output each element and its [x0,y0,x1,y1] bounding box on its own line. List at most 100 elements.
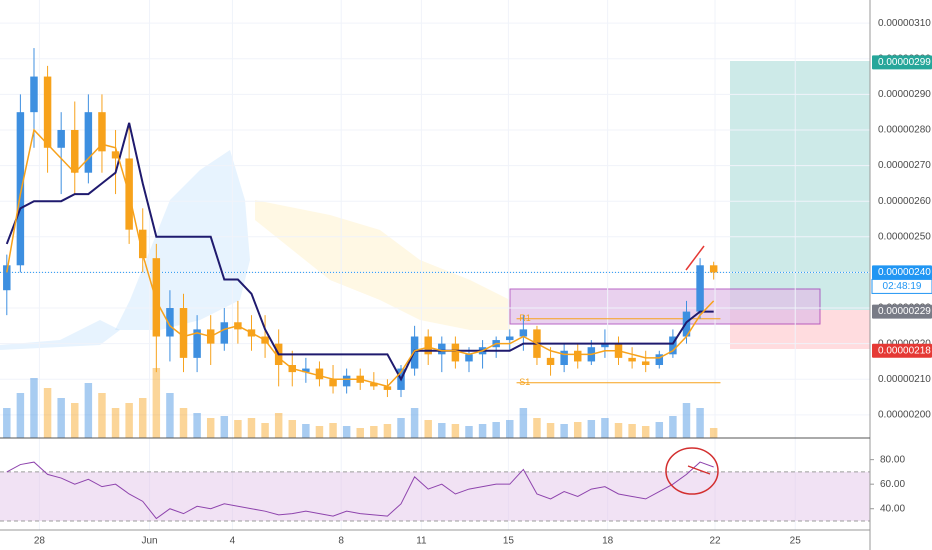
volume-bar [261,423,269,438]
highlight-circle [665,447,719,495]
candle-body [84,112,93,173]
volume-bar [71,403,79,438]
volume-bar [342,426,351,438]
indicator-line [6,128,715,388]
candle-body [3,265,11,291]
volume-bar [125,403,133,438]
cloud [0,320,120,350]
volume-bar [274,413,283,438]
candle-body [152,258,161,337]
volume-bar [478,424,487,438]
divergence-line [687,465,711,475]
candle-body [111,151,120,159]
candle-body [57,129,65,148]
volume-bar [709,428,718,438]
volume-bar [492,422,500,438]
volume-bar [587,420,596,438]
volume-bar [16,393,25,438]
volume-bar [370,426,378,438]
cloud [115,150,250,330]
y-tick-label: 0.00000310 [878,18,931,29]
volume-bar [30,378,38,438]
y-tick-label: 0.00000270 [878,160,931,171]
indicator-line [5,122,714,382]
price-tag [872,55,932,70]
volume-bar [111,408,120,438]
volume-bar [533,418,541,438]
rsi-tick-label: 80.00 [880,454,905,465]
volume-bar [206,418,215,438]
candle-body [438,343,446,355]
candle-body [138,229,147,259]
candle-body [16,112,25,266]
volume-bar [152,368,161,438]
volume-bar [43,388,52,438]
price-tag [872,265,932,280]
candle-body [573,350,582,362]
candle-body [451,343,460,362]
volume-bar [655,422,664,438]
x-tick-label: 15 [503,536,515,547]
volume-bar [302,424,310,438]
rsi-band [0,471,870,521]
volume-bar [356,428,364,438]
y-tick-label: 0.00000280 [878,125,931,136]
volume-bar [193,413,201,438]
y-tick-label: 0.00000250 [878,231,931,242]
volume-bar [179,408,188,438]
price-tag [872,304,932,319]
timer-box [871,278,932,294]
volume-bar [519,408,528,438]
long-target-zone [730,61,870,310]
price-tag-label: 0.00000299 [878,57,931,68]
candle-body [560,350,568,365]
rsi-tick-label: 60.00 [880,479,905,490]
volume-bar [696,408,704,438]
x-tick-label: 25 [790,536,802,547]
volume-bar [669,416,677,438]
pivot-label: R1 [519,313,531,323]
price-tag-label: 0.00000229 [878,306,931,317]
y-tick-label: 0.00000200 [878,409,931,420]
timer: 02:48:19 [883,281,922,292]
volume-bar [560,424,568,438]
volume-bar [451,424,460,438]
y-tick-label: 0.00000290 [878,89,931,100]
x-tick-label: 22 [709,536,721,547]
volume-bar [601,418,609,438]
volume-bar [234,420,242,438]
price-tag-label: 0.00000218 [878,345,931,356]
candle-body [98,112,106,152]
price-tag [872,343,932,358]
x-tick-label: 8 [338,536,344,547]
candle-body [370,382,378,387]
candle-body [465,354,473,362]
candle-body [329,379,337,387]
candle-body [179,308,188,358]
x-tick-label: 28 [34,536,46,547]
candle-body [315,368,324,380]
candle-body [519,329,528,337]
range-box [509,288,821,325]
candle-body [193,329,201,358]
rsi-tick-label: 40.00 [880,503,905,514]
candle-body [601,343,609,348]
candle-body [43,76,52,148]
volume-bar [628,424,636,438]
volume-bar [57,398,65,438]
volume-bar [410,408,419,438]
pivot-label: S1 [519,377,530,387]
volume-bar [166,393,174,438]
x-tick-label: Jun [141,536,157,547]
x-tick-label: 11 [416,536,427,547]
volume-bar [546,423,555,438]
candle-body [696,265,704,312]
volume-bar [329,423,337,438]
candle-body [302,368,310,373]
background [0,61,870,350]
y-tick-label: 0.00000210 [878,374,931,385]
volume-bar [247,418,256,438]
volume-bar [397,418,405,438]
